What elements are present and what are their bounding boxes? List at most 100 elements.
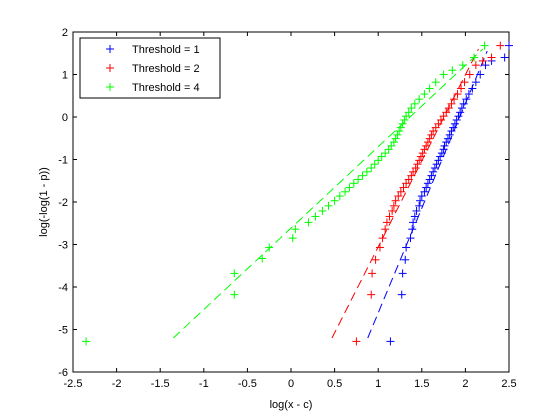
- legend-marker: [106, 45, 114, 53]
- data-point: [454, 112, 463, 121]
- data-point: [404, 108, 413, 117]
- data-point: [425, 134, 434, 143]
- legend-entry-3: Threshold = 4: [106, 82, 200, 94]
- data-point: [288, 234, 297, 243]
- data-point: [425, 84, 434, 93]
- data-point: [447, 99, 456, 108]
- data-point: [487, 53, 496, 62]
- data-point: [352, 337, 361, 346]
- legend-marker: [106, 83, 114, 91]
- data-point: [397, 290, 406, 299]
- data-point: [375, 243, 384, 252]
- data-point: [374, 156, 383, 165]
- y-tick-label: -3: [58, 240, 68, 252]
- x-tick-label: 1: [375, 378, 381, 390]
- data-point: [427, 171, 436, 180]
- data-point: [395, 127, 404, 136]
- data-point: [399, 183, 408, 192]
- data-point: [341, 187, 350, 196]
- data-point: [447, 127, 456, 136]
- data-point: [389, 138, 398, 147]
- data-point: [427, 130, 436, 139]
- data-point: [415, 156, 424, 165]
- fit-line-series-3: [172, 48, 484, 339]
- data-point: [415, 95, 424, 104]
- data-point: [442, 138, 451, 147]
- data-point: [349, 179, 358, 188]
- x-tick-label: 0.5: [327, 378, 342, 390]
- data-point: [436, 152, 445, 161]
- data-point: [415, 201, 424, 210]
- x-tick-label: 1.5: [414, 378, 429, 390]
- legend-marker: [106, 64, 114, 72]
- y-tick-label: 2: [62, 27, 68, 39]
- data-point: [401, 255, 410, 264]
- data-point: [381, 149, 390, 158]
- data-point: [394, 192, 403, 201]
- legend-label: Threshold = 1: [132, 44, 200, 56]
- legend-label: Threshold = 4: [132, 82, 200, 94]
- y-axis-label: log(-log(1 - p)): [38, 167, 50, 237]
- data-point: [420, 187, 429, 196]
- data-point: [368, 269, 377, 278]
- data-point: [437, 149, 446, 158]
- legend-box: [79, 37, 221, 99]
- data-point: [432, 160, 441, 169]
- x-tick-label: -1: [199, 378, 209, 390]
- data-point: [418, 149, 427, 158]
- data-point: [345, 183, 354, 192]
- x-tick-label: 2: [462, 378, 468, 390]
- data-point: [430, 164, 439, 172]
- data-point: [82, 337, 91, 346]
- data-point: [406, 234, 415, 243]
- data-point: [408, 225, 417, 234]
- data-point: [480, 41, 489, 50]
- data-point: [377, 152, 386, 161]
- data-point: [370, 160, 379, 169]
- data-point: [335, 192, 344, 201]
- data-point: [391, 134, 400, 143]
- data-point: [385, 212, 394, 221]
- data-point: [429, 167, 438, 176]
- data-point: [389, 201, 398, 210]
- data-point: [378, 234, 387, 243]
- y-tick-label: -4: [58, 282, 68, 294]
- data-point: [230, 290, 239, 299]
- data-markers: [82, 41, 513, 346]
- data-point: [471, 61, 480, 70]
- x-tick-label: 0: [288, 378, 294, 390]
- x-axis-label: log(x - c): [270, 399, 313, 411]
- data-point: [258, 254, 267, 263]
- data-point: [330, 196, 339, 205]
- data-point: [362, 167, 371, 176]
- data-point: [291, 225, 300, 234]
- data-point: [230, 269, 239, 278]
- data-point: [445, 130, 454, 139]
- y-tick-label: 1: [62, 70, 68, 82]
- data-point: [453, 90, 462, 99]
- data-point: [416, 196, 425, 205]
- legend-entry-2: Threshold = 2: [106, 63, 200, 75]
- data-point: [318, 206, 327, 215]
- x-tick-label: -2: [112, 378, 122, 390]
- data-point: [410, 99, 419, 108]
- data-point: [393, 130, 402, 139]
- data-point: [465, 70, 474, 79]
- data-point: [422, 183, 431, 192]
- axis-tick-labels: -2.5 -2 -1.5 -1 -0.5 0 0.5 1 1.5 2 2.5 -6 -5 -4 -3 -2 -1…: [58, 27, 516, 390]
- data-point: [398, 119, 407, 128]
- data-point: [413, 160, 422, 169]
- data-point: [450, 119, 459, 128]
- data-point: [470, 53, 479, 62]
- data-point: [478, 56, 487, 65]
- data-point: [423, 138, 432, 147]
- legend-label: Threshold = 2: [132, 63, 200, 75]
- data-point: [417, 192, 426, 201]
- data-point: [371, 255, 380, 264]
- data-point: [367, 290, 376, 299]
- data-point: [400, 115, 409, 124]
- data-point: [304, 218, 313, 227]
- series-3-points: [82, 41, 489, 346]
- data-point: [450, 95, 459, 104]
- data-point: [464, 90, 473, 99]
